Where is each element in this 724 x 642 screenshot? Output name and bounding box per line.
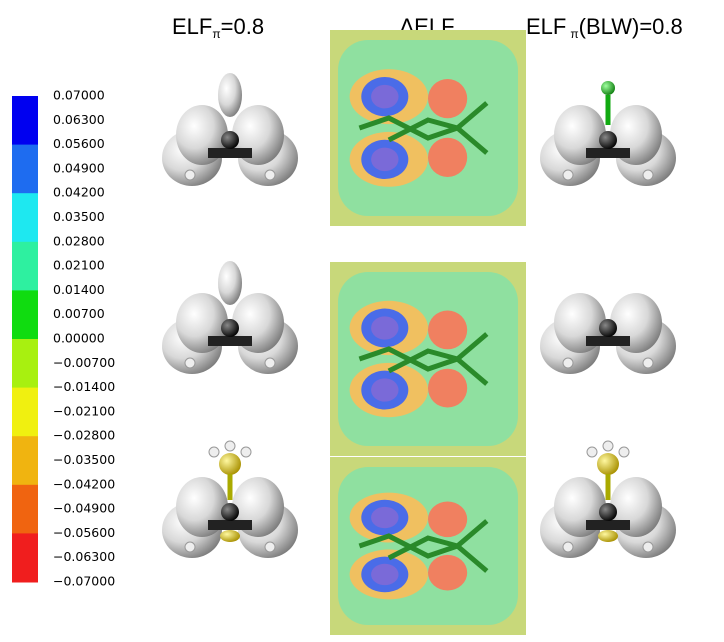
molecule-image	[162, 441, 298, 558]
map-region	[428, 311, 467, 350]
colorbar-label: −0.03500	[53, 452, 115, 467]
atom	[603, 441, 613, 451]
atom	[563, 542, 573, 552]
molecule-image	[540, 441, 676, 558]
ring	[586, 336, 630, 346]
colorbar-band	[12, 388, 38, 437]
colorbar-band	[12, 533, 38, 582]
colorbar-label: −0.06300	[53, 549, 115, 564]
ring	[586, 148, 630, 158]
lobe	[218, 261, 242, 305]
colorbar-label: 0.02100	[53, 258, 105, 273]
map-region	[371, 85, 398, 109]
molecule-image	[162, 73, 298, 186]
atom	[241, 447, 251, 457]
atom	[209, 447, 219, 457]
colorbar-label: −0.02100	[53, 403, 115, 418]
ring	[208, 520, 252, 530]
colorbar-label: 0.00000	[53, 331, 105, 346]
atom	[599, 131, 617, 149]
colorbar-label: 0.04200	[53, 185, 105, 200]
colorbar-label: −0.01400	[53, 379, 115, 394]
header: ELFπ=0.8	[172, 14, 264, 41]
atom	[221, 131, 239, 149]
colorbar-label: 0.05600	[53, 136, 105, 151]
colorbar-label: 0.04900	[53, 160, 105, 175]
molecule-image	[540, 81, 676, 186]
colorbar-band	[12, 436, 38, 485]
atom	[598, 530, 618, 542]
atom	[221, 503, 239, 521]
elf-map	[330, 30, 526, 226]
atom	[643, 542, 653, 552]
atom	[597, 453, 619, 475]
colorbar-band	[12, 290, 38, 339]
atom	[220, 530, 240, 542]
map-region	[428, 79, 467, 118]
molecule-image	[162, 261, 298, 374]
colorbar-label: 0.00700	[53, 306, 105, 321]
figure: ELFπ=0.8 ΔELF ELFπ(BLW)=0.8 0.070000.063…	[0, 0, 724, 637]
colorbar-label: 0.01400	[53, 282, 105, 297]
atom	[643, 358, 653, 368]
map-region	[371, 564, 398, 585]
colorbar-label: 0.07000	[53, 88, 105, 103]
colorbar-band	[12, 96, 38, 145]
atom	[185, 358, 195, 368]
page: ELFπ=0.8 ΔELF ELFπ(BLW)=0.8 0.070000.063…	[0, 0, 724, 642]
map-region	[428, 502, 467, 538]
atom	[563, 358, 573, 368]
map-region	[371, 148, 398, 172]
map-region	[371, 378, 398, 401]
elf-map	[330, 262, 526, 456]
atom	[265, 542, 275, 552]
colorbar-label: −0.04200	[53, 476, 115, 491]
colorbar-label: −0.05600	[53, 525, 115, 540]
colorbar-label: −0.04900	[53, 501, 115, 516]
ring	[586, 520, 630, 530]
colorbar-label: −0.07000	[53, 574, 115, 589]
colorbar-band	[12, 339, 38, 388]
colorbar-label: 0.02800	[53, 233, 105, 248]
colorbar-label: 0.03500	[53, 209, 105, 224]
ring	[208, 336, 252, 346]
colorbar: 0.07000 0.06300 0.05600 0.04900 0.04200 0.035…	[12, 88, 115, 589]
colorbar-label: −0.02800	[53, 428, 115, 443]
atom	[599, 503, 617, 521]
ring	[208, 148, 252, 158]
map-region	[428, 369, 467, 408]
atom	[221, 319, 239, 337]
map-region	[371, 316, 398, 339]
atom	[185, 170, 195, 180]
colorbar-label: 0.06300	[53, 112, 105, 127]
map-region	[371, 507, 398, 528]
atom	[563, 170, 573, 180]
elf-map	[330, 457, 526, 635]
lobe	[218, 73, 242, 117]
atom	[599, 319, 617, 337]
colorbar-label: −0.00700	[53, 355, 115, 370]
atom	[265, 358, 275, 368]
images	[162, 30, 676, 635]
colorbar-band	[12, 145, 38, 194]
colorbar-band	[12, 193, 38, 242]
map-region	[428, 555, 467, 591]
atom	[587, 447, 597, 457]
colorbar-band	[12, 242, 38, 291]
atom	[219, 453, 241, 475]
atom	[185, 542, 195, 552]
atom	[643, 170, 653, 180]
atom	[619, 447, 629, 457]
atom	[601, 81, 615, 95]
molecule-image	[540, 293, 676, 374]
map-region	[428, 138, 467, 177]
atom	[225, 441, 235, 451]
colorbar-band	[12, 485, 38, 534]
atom	[265, 170, 275, 180]
